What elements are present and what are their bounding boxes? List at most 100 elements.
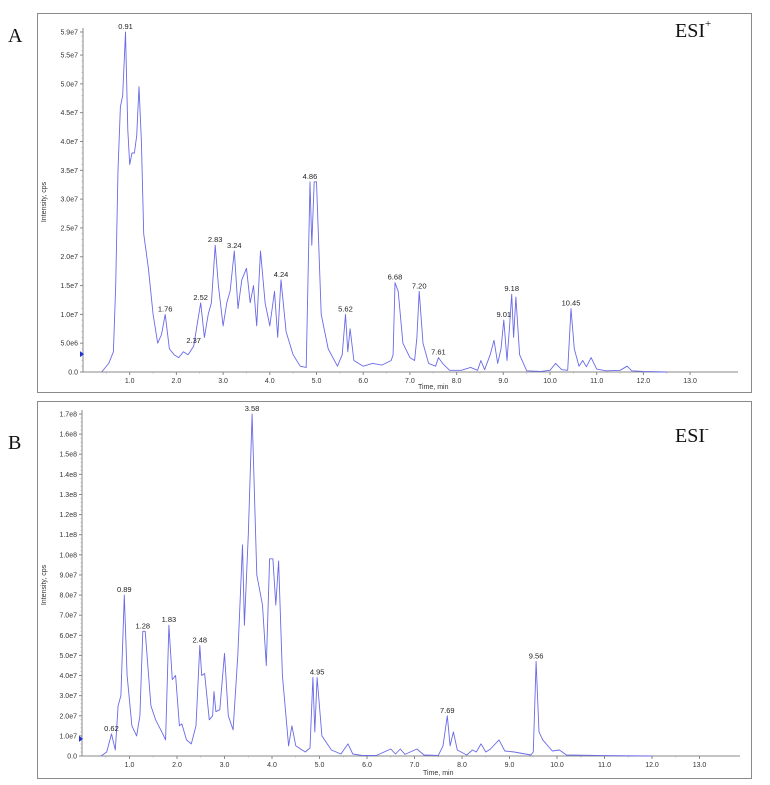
y-axis-title: Intensity, cps bbox=[41, 181, 48, 222]
x-tick-label: 12.0 bbox=[645, 762, 659, 769]
peak-label: 1.28 bbox=[135, 621, 150, 630]
x-tick-label: 4.0 bbox=[265, 378, 275, 385]
peak-label: 2.83 bbox=[208, 235, 223, 244]
peak-label: 2.52 bbox=[193, 293, 208, 302]
x-axis-title: Time, min bbox=[418, 384, 449, 391]
x-tick-label: 1.0 bbox=[125, 378, 135, 385]
peak-label: 2.37 bbox=[186, 336, 201, 345]
esi-polarity: - bbox=[705, 423, 709, 435]
y-tick-label: 5.0e7 bbox=[60, 81, 78, 88]
y-tick-label: 1.5e7 bbox=[60, 283, 78, 290]
y-tick-label: 8.0e7 bbox=[59, 593, 77, 600]
y-tick-label: 2.5e7 bbox=[60, 225, 78, 232]
y-tick-label: 1.4e8 bbox=[59, 472, 77, 479]
y-tick-label: 1.2e8 bbox=[59, 512, 77, 519]
esi-text: ESI bbox=[675, 425, 705, 447]
panel-a-frame bbox=[37, 13, 752, 393]
peak-label: 2.48 bbox=[192, 635, 207, 644]
x-tick-label: 10.0 bbox=[543, 378, 557, 385]
y-tick-label: 4.5e7 bbox=[60, 110, 78, 117]
y-tick-label: 6.0e7 bbox=[59, 633, 77, 640]
x-tick-label: 10.0 bbox=[550, 762, 564, 769]
x-tick-label: 11.0 bbox=[598, 762, 611, 769]
y-tick-label: 5.0e6 bbox=[60, 341, 78, 348]
peak-label: 3.58 bbox=[245, 404, 260, 413]
peak-label: 7.69 bbox=[440, 706, 455, 715]
peak-label: 4.86 bbox=[303, 172, 318, 181]
y-tick-label: 5.5e7 bbox=[60, 53, 78, 60]
y-tick-label: 2.0e7 bbox=[60, 254, 78, 261]
x-tick-label: 8.0 bbox=[452, 378, 462, 385]
peak-label: 9.56 bbox=[529, 651, 544, 660]
threshold-marker-icon bbox=[80, 351, 84, 358]
threshold-marker-icon bbox=[79, 735, 83, 742]
x-tick-label: 12.0 bbox=[637, 378, 651, 385]
x-tick-label: 11.0 bbox=[590, 378, 603, 385]
x-tick-label: 3.0 bbox=[218, 378, 228, 385]
panel-a-plot: 0.0 5.0e6 1.0e7 1.5e7 2.0e7 2.5e7 3.0e7 3.5e7 4.… bbox=[41, 22, 738, 391]
peak-label: 3.24 bbox=[227, 241, 242, 250]
y-tick-label: 3.0e7 bbox=[59, 693, 77, 700]
y-tick-label: 7.0e7 bbox=[59, 613, 77, 620]
y-tick-label: 5.0e7 bbox=[59, 653, 77, 660]
y-tick-label: 9.0e7 bbox=[59, 572, 77, 579]
x-tick-label: 2.0 bbox=[172, 762, 182, 769]
peak-label: 4.95 bbox=[310, 668, 325, 677]
y-tick-label: 1.6e8 bbox=[59, 432, 77, 439]
panel-b-esi-label: ESI- bbox=[675, 423, 709, 448]
y-tick-label: 3.5e7 bbox=[60, 168, 78, 175]
y-tick-label: 1.1e8 bbox=[59, 532, 77, 539]
peak-label: 4.24 bbox=[274, 270, 289, 279]
chromatogram-trace bbox=[101, 31, 667, 373]
panel-b-frame bbox=[37, 401, 752, 779]
peak-label: 5.62 bbox=[338, 304, 353, 313]
peak-label: 0.89 bbox=[117, 585, 132, 594]
y-tick-label: 3.0e7 bbox=[60, 197, 78, 204]
peak-label: 7.20 bbox=[412, 281, 427, 290]
x-tick-label: 8.0 bbox=[457, 762, 467, 769]
x-tick-label: 9.0 bbox=[498, 378, 508, 385]
y-tick-label: 0.0 bbox=[67, 754, 77, 761]
esi-polarity: + bbox=[705, 18, 712, 30]
x-axis-title: Time, min bbox=[423, 770, 454, 777]
peak-label: 7.61 bbox=[431, 348, 446, 357]
x-tick-label: 4.0 bbox=[267, 762, 277, 769]
panel-b-plot: 0.0 1.0e7 2.0e7 3.0e7 4.0e7 5.0e7 6.0e7 7.0e7 8.… bbox=[41, 404, 740, 777]
x-tick-label: 7.0 bbox=[410, 762, 420, 769]
peak-label: 1.76 bbox=[158, 304, 173, 313]
x-tick-label: 9.0 bbox=[505, 762, 515, 769]
x-tick-label: 13.0 bbox=[693, 762, 707, 769]
y-tick-label: 2.0e7 bbox=[59, 713, 77, 720]
x-tick-label: 7.0 bbox=[405, 378, 415, 385]
peak-label: 9.01 bbox=[496, 310, 511, 319]
chromatogram-trace bbox=[100, 413, 653, 757]
panel-a-letter: A bbox=[8, 25, 23, 47]
peak-label: 0.91 bbox=[118, 22, 133, 31]
y-tick-label: 1.3e8 bbox=[59, 492, 77, 499]
esi-text: ESI bbox=[675, 20, 705, 42]
x-tick-label: 13.0 bbox=[683, 378, 697, 385]
peak-label: 10.45 bbox=[562, 299, 581, 308]
x-tick-label: 3.0 bbox=[220, 762, 230, 769]
x-tick-label: 6.0 bbox=[358, 378, 368, 385]
x-tick-label: 5.0 bbox=[315, 762, 325, 769]
y-tick-label: 4.0e7 bbox=[60, 139, 78, 146]
y-tick-label: 4.0e7 bbox=[59, 673, 77, 680]
y-axis-title: Intensity, cps bbox=[41, 564, 48, 605]
peak-label: 0.62 bbox=[104, 724, 119, 733]
peak-label: 6.68 bbox=[388, 273, 403, 282]
y-tick-label: 1.0e7 bbox=[59, 733, 77, 740]
x-tick-label: 1.0 bbox=[125, 762, 135, 769]
y-tick-label: 0.0 bbox=[68, 370, 78, 377]
panel-a-esi-label: ESI+ bbox=[675, 18, 712, 43]
y-tick-label: 5.9e7 bbox=[60, 30, 78, 37]
panel-b-letter: B bbox=[8, 432, 22, 454]
x-tick-label: 2.0 bbox=[172, 378, 182, 385]
peak-label: 1.83 bbox=[162, 615, 177, 624]
y-tick-label: 1.7e8 bbox=[59, 412, 77, 419]
peak-label: 9.18 bbox=[504, 284, 519, 293]
y-tick-label: 1.0e8 bbox=[59, 552, 77, 559]
x-tick-label: 5.0 bbox=[312, 378, 322, 385]
y-tick-label: 1.0e7 bbox=[60, 312, 78, 319]
